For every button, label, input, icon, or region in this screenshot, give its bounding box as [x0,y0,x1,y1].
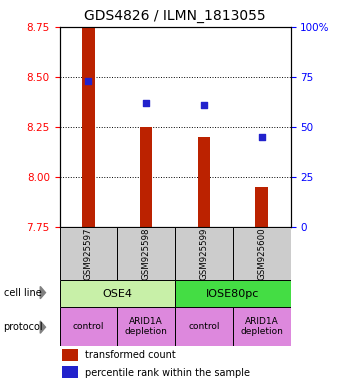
Point [259,134,265,140]
Bar [82,27,95,227]
Bar [233,227,290,280]
Bar [62,349,78,361]
Bar [175,227,233,280]
Bar [233,307,290,346]
Text: GSM925597: GSM925597 [84,227,93,280]
Bar [255,187,268,227]
Title: GDS4826 / ILMN_1813055: GDS4826 / ILMN_1813055 [84,9,266,23]
Polygon shape [40,321,46,333]
Text: cell line: cell line [4,288,41,298]
Text: OSE4: OSE4 [102,289,132,299]
Text: IOSE80pc: IOSE80pc [206,289,259,299]
Text: GSM925599: GSM925599 [199,227,208,280]
Bar [197,137,210,227]
Point [144,100,149,106]
Point [201,102,206,108]
Text: ARID1A
depletion: ARID1A depletion [240,317,283,336]
Text: transformed count: transformed count [85,350,176,360]
Text: control: control [73,322,104,331]
Bar [117,227,175,280]
Text: control: control [188,322,220,331]
Bar [62,366,78,379]
Bar [60,307,117,346]
Bar [175,280,290,307]
Bar [117,307,175,346]
Text: protocol: protocol [4,322,43,332]
Bar [175,307,233,346]
Point [85,78,91,84]
Text: percentile rank within the sample: percentile rank within the sample [85,367,250,377]
Bar [60,280,175,307]
Text: GSM925598: GSM925598 [142,227,150,280]
Polygon shape [40,286,46,299]
Text: ARID1A
depletion: ARID1A depletion [125,317,168,336]
Bar [140,127,153,227]
Bar [60,227,117,280]
Text: GSM925600: GSM925600 [257,227,266,280]
